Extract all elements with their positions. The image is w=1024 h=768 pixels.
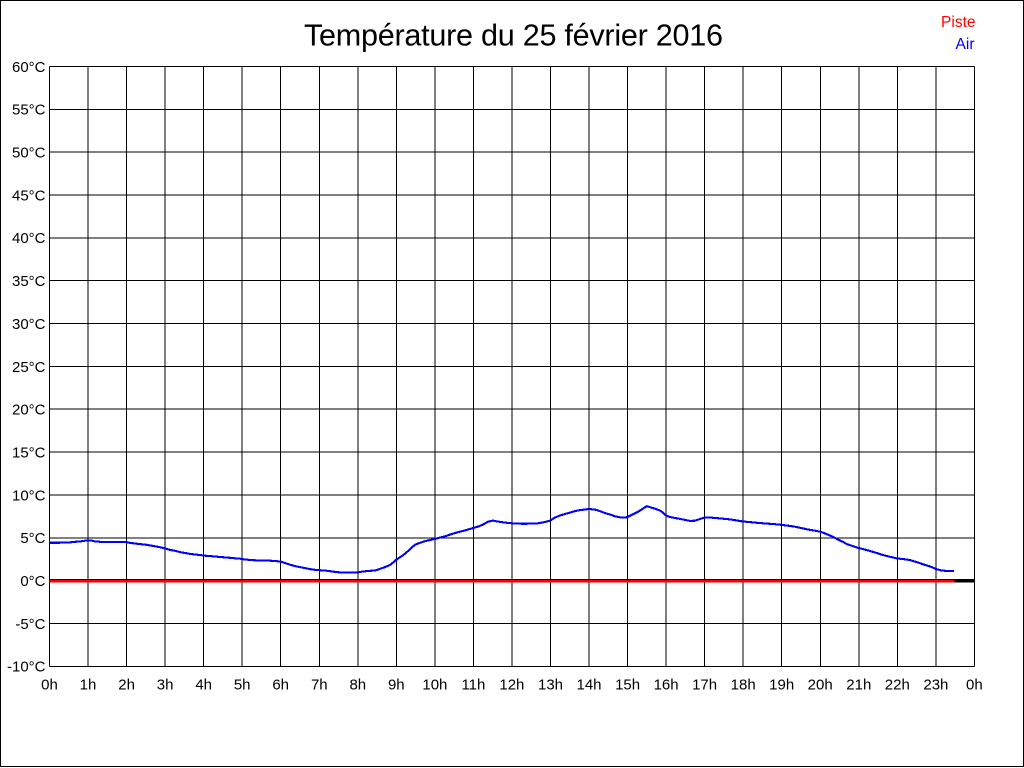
svg-text:19h: 19h: [769, 677, 794, 694]
svg-text:22h: 22h: [885, 677, 910, 694]
svg-text:55°C: 55°C: [12, 102, 46, 119]
svg-text:50°C: 50°C: [12, 145, 46, 162]
svg-text:20°C: 20°C: [12, 402, 46, 419]
svg-text:-5°C: -5°C: [15, 616, 45, 633]
svg-text:20h: 20h: [808, 677, 833, 694]
svg-text:4h: 4h: [195, 677, 212, 694]
svg-text:15°C: 15°C: [12, 444, 46, 461]
svg-text:17h: 17h: [692, 677, 717, 694]
svg-text:30°C: 30°C: [12, 316, 46, 333]
svg-text:0h: 0h: [966, 677, 983, 694]
svg-text:10°C: 10°C: [12, 487, 46, 504]
svg-text:Piste: Piste: [941, 14, 975, 31]
svg-text:-10°C: -10°C: [7, 659, 46, 676]
svg-text:6h: 6h: [272, 677, 289, 694]
svg-text:14h: 14h: [576, 677, 601, 694]
svg-text:Air: Air: [956, 36, 975, 53]
svg-text:2h: 2h: [118, 677, 135, 694]
svg-text:18h: 18h: [731, 677, 756, 694]
svg-text:11h: 11h: [461, 677, 485, 694]
svg-text:12h: 12h: [499, 677, 524, 694]
svg-text:0h: 0h: [41, 677, 58, 694]
svg-text:5h: 5h: [234, 677, 251, 694]
svg-text:1h: 1h: [80, 677, 97, 694]
svg-text:10h: 10h: [422, 677, 447, 694]
svg-text:60°C: 60°C: [12, 59, 46, 76]
svg-text:13h: 13h: [538, 677, 563, 694]
svg-text:0°C: 0°C: [20, 573, 45, 590]
svg-text:7h: 7h: [311, 677, 328, 694]
svg-text:35°C: 35°C: [12, 273, 46, 290]
svg-text:Température du 25 février 2016: Température du 25 février 2016: [304, 19, 723, 53]
svg-text:40°C: 40°C: [12, 230, 46, 247]
svg-text:5°C: 5°C: [20, 530, 45, 547]
svg-text:45°C: 45°C: [12, 187, 46, 204]
svg-text:15h: 15h: [615, 677, 640, 694]
svg-text:3h: 3h: [157, 677, 174, 694]
svg-text:23h: 23h: [923, 677, 948, 694]
svg-text:21h: 21h: [846, 677, 871, 694]
svg-text:16h: 16h: [654, 677, 679, 694]
svg-text:25°C: 25°C: [12, 359, 46, 376]
svg-text:8h: 8h: [349, 677, 366, 694]
svg-text:9h: 9h: [388, 677, 405, 694]
